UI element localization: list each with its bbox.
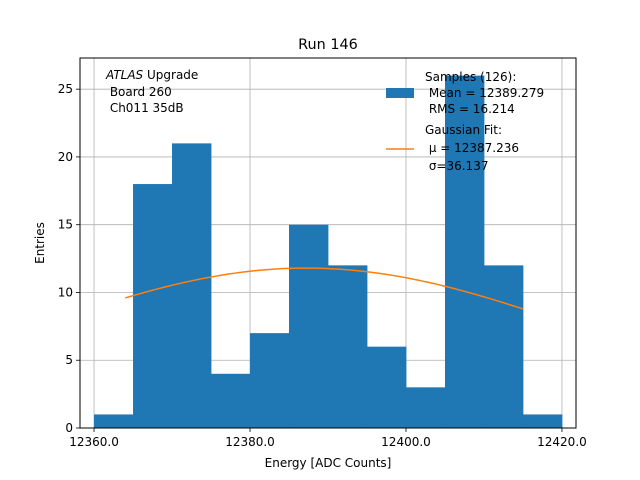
histogram-bar-0: [94, 414, 134, 428]
x-tick-label-0: 12360.0: [69, 435, 119, 449]
legend-samples-swatch: [386, 88, 414, 98]
y-tick-label-3: 15: [58, 218, 73, 232]
y-tick-label-4: 20: [58, 150, 73, 164]
histogram-bar-7: [366, 346, 407, 428]
x-tick-label-3: 12420.0: [537, 435, 587, 449]
histogram-bar-5: [289, 224, 329, 428]
y-tick-label-2: 10: [58, 285, 73, 299]
chart-title: Run 146: [298, 37, 358, 53]
y-tick-label-1: 5: [65, 353, 73, 367]
x-axis-ticks: 12360.0 12380.0 12400.0 12420.0: [69, 428, 587, 449]
legend-samples-mean: Mean = 12389.279: [425, 86, 544, 100]
histogram-bar-1: [133, 184, 173, 428]
y-tick-label-5: 25: [58, 82, 73, 96]
x-tick-label-2: 12400.0: [381, 435, 431, 449]
annotation-channel: Ch011 35dB: [106, 101, 184, 115]
y-tick-label-0: 0: [65, 421, 73, 435]
legend-fit-sigma: σ=36.137: [425, 159, 488, 173]
histogram-bars: [94, 75, 563, 428]
x-axis-label: Energy [ADC Counts]: [265, 456, 392, 470]
x-tick-label-1: 12380.0: [225, 435, 275, 449]
annotation-atlas: ATLAS: [105, 68, 144, 82]
annotation-upgrade: Upgrade: [143, 68, 198, 82]
atlas-annotation: ATLAS Upgrade Board 260 Ch011 35dB: [105, 68, 198, 115]
histogram-bar-4: [250, 333, 290, 428]
histogram-bar-2: [172, 143, 212, 428]
y-axis-label: Entries: [33, 222, 47, 264]
gaussian-fit-curve: [125, 267, 524, 310]
legend-fit-line-1: Gaussian Fit:: [425, 123, 502, 137]
histogram-bar-6: [328, 265, 368, 428]
legend-samples-rms: RMS = 16.214: [425, 102, 515, 116]
plot-frame: [79, 57, 577, 429]
legend-fit-mu: μ = 12387.236: [425, 141, 519, 155]
histogram-bar-3: [211, 373, 251, 428]
legend-samples-line-1: Samples (126):: [425, 70, 516, 84]
histogram-bar-8: [405, 387, 446, 428]
annotation-line-1: ATLAS Upgrade: [105, 68, 198, 82]
y-axis-ticks: 0 5 10 15 20 25: [58, 82, 80, 435]
histogram-bar-11: [522, 414, 563, 428]
annotation-board: Board 260: [106, 85, 172, 99]
legend: Samples (126): Mean = 12389.279 RMS = 16…: [386, 70, 544, 173]
histogram-bar-10: [483, 265, 524, 428]
histogram-bar-9: [444, 75, 485, 428]
